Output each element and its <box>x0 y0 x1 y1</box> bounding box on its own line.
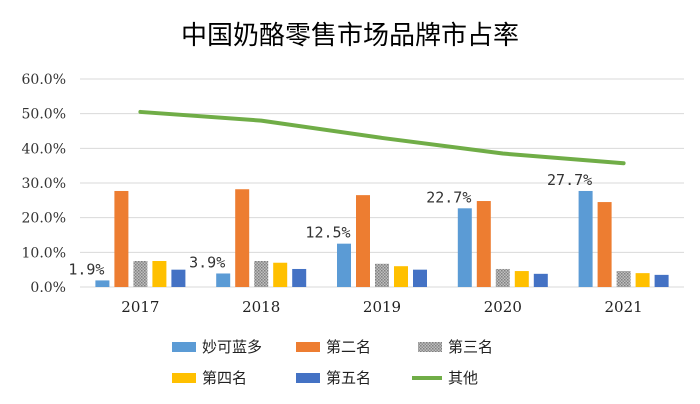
bar <box>457 208 472 287</box>
bar <box>476 201 491 287</box>
legend-label: 妙可蓝多 <box>202 338 262 356</box>
bar <box>654 274 669 287</box>
bar <box>394 266 408 287</box>
legend-swatch <box>172 342 196 352</box>
bar <box>356 195 370 287</box>
data-label: 27.7% <box>547 171 592 189</box>
x-tick-label: 2020 <box>484 298 522 316</box>
legend-label: 其他 <box>448 369 478 387</box>
legend-swatch <box>296 373 320 383</box>
x-tick-label: 2018 <box>242 298 280 316</box>
data-label: 22.7% <box>426 188 471 206</box>
bar <box>616 271 631 287</box>
x-tick-label: 2017 <box>121 298 159 316</box>
bar <box>152 261 167 287</box>
bar <box>171 269 186 287</box>
bar <box>578 190 593 287</box>
x-tick-label: 2021 <box>605 298 643 316</box>
bar <box>216 273 231 287</box>
y-tick-label: 40.0% <box>22 141 66 157</box>
y-tick-label: 60.0% <box>22 72 66 88</box>
chart-title: 中国奶酪零售市场品牌市占率 <box>181 21 519 51</box>
y-tick-label: 50.0% <box>22 107 66 123</box>
data-label: 1.9% <box>68 260 104 278</box>
bar <box>292 268 307 287</box>
legend-label: 第三名 <box>448 338 493 356</box>
bar <box>597 202 612 287</box>
series-line <box>138 109 626 166</box>
bar <box>133 261 148 287</box>
bar <box>95 280 110 287</box>
bar <box>375 263 389 287</box>
bar <box>254 261 269 287</box>
legend-swatch <box>296 342 320 352</box>
y-tick-label: 30.0% <box>22 176 66 192</box>
legend-label: 第五名 <box>326 369 371 387</box>
bar <box>273 262 288 287</box>
bar <box>413 269 427 287</box>
data-label: 3.9% <box>189 253 225 271</box>
data-label: 12.5% <box>305 224 350 242</box>
bar <box>514 271 529 287</box>
bar <box>495 268 510 287</box>
y-tick-label: 0.0% <box>30 280 66 296</box>
x-tick-label: 2019 <box>363 298 401 316</box>
bar <box>235 189 250 287</box>
bar <box>533 273 548 287</box>
legend-swatch <box>418 342 442 352</box>
legend-label: 第四名 <box>202 369 247 387</box>
legend-swatch <box>172 373 196 383</box>
bar <box>635 273 650 287</box>
bar <box>337 243 351 287</box>
y-tick-label: 10.0% <box>22 245 66 261</box>
y-tick-label: 20.0% <box>22 211 66 227</box>
bar <box>114 190 129 287</box>
legend-label: 第二名 <box>326 338 371 356</box>
